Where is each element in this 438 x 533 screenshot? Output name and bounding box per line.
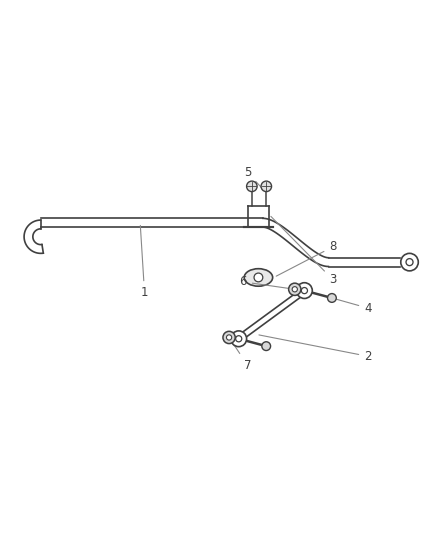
Circle shape <box>231 331 247 346</box>
Circle shape <box>406 259 413 265</box>
Circle shape <box>292 287 297 292</box>
Ellipse shape <box>244 269 272 286</box>
Circle shape <box>289 283 301 295</box>
Circle shape <box>328 294 336 302</box>
Text: 3: 3 <box>271 216 336 286</box>
Circle shape <box>301 287 307 294</box>
Circle shape <box>297 282 312 298</box>
Circle shape <box>262 342 271 351</box>
Text: 1: 1 <box>140 225 148 300</box>
Text: 7: 7 <box>231 340 251 372</box>
Text: 8: 8 <box>276 240 336 276</box>
Circle shape <box>236 336 242 342</box>
Text: 2: 2 <box>259 335 372 363</box>
Circle shape <box>247 181 257 191</box>
Circle shape <box>223 332 235 344</box>
Circle shape <box>254 273 263 282</box>
Circle shape <box>401 253 418 271</box>
Text: 6: 6 <box>239 276 292 289</box>
Text: 4: 4 <box>335 298 372 314</box>
Text: 5: 5 <box>244 166 265 191</box>
Circle shape <box>261 181 272 191</box>
Circle shape <box>226 335 232 340</box>
